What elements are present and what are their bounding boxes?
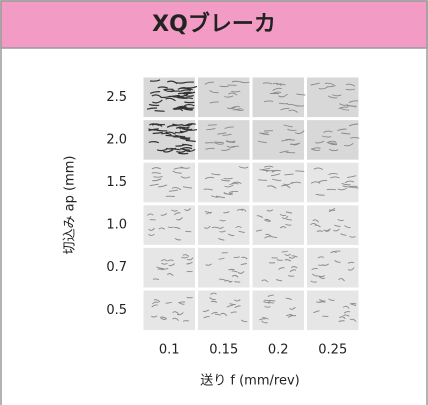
chip-shapes: [258, 165, 305, 189]
y-axis-title: 切込み ap (mm): [63, 156, 78, 255]
x-axis-title: 送り f (mm/rev): [200, 374, 299, 389]
chip-photo: [251, 204, 305, 246]
chip-shapes: [149, 166, 193, 197]
y-label: 0.5: [106, 303, 127, 318]
y-label: 2.5: [106, 90, 127, 105]
chip-shapes: [262, 82, 306, 113]
chip-photo: [197, 119, 251, 161]
chip-shapes: [202, 292, 248, 323]
chip-shapes: [310, 82, 358, 111]
chip-shapes: [205, 124, 240, 151]
chip-shapes: [204, 80, 250, 111]
chip-shapes: [313, 298, 357, 323]
chip-photo: [251, 119, 305, 161]
header-title: XQブレーカ: [152, 11, 276, 37]
chip-shapes: [203, 166, 249, 199]
chip-photo: [197, 76, 251, 119]
chip-shapes: [204, 208, 247, 241]
chip-photo: [306, 161, 360, 204]
x-label: 0.1: [159, 343, 180, 358]
chip-photo: [197, 246, 251, 289]
chip-shapes: [257, 124, 305, 154]
chip-photo: [142, 204, 196, 246]
chip-shapes: [147, 208, 192, 241]
y-label: 1.5: [106, 175, 127, 190]
chip-shapes: [261, 250, 298, 283]
chip-photo: [197, 161, 251, 204]
x-label: 0.15: [209, 343, 238, 358]
chip-photo: [306, 246, 360, 289]
y-label: 0.7: [106, 260, 127, 275]
chip-shapes: [148, 123, 198, 155]
y-label: 1.0: [106, 218, 127, 233]
chip-photo: [306, 204, 360, 246]
chip-shapes: [146, 79, 198, 112]
header-band: [0, 0, 428, 49]
chip-shapes: [150, 296, 193, 322]
chip-shapes: [310, 123, 360, 152]
chip-photo: [251, 289, 305, 332]
chip-shapes: [152, 254, 194, 281]
chip-photo: [251, 246, 305, 289]
chip-shapes: [310, 207, 356, 238]
x-label: 0.2: [268, 343, 289, 358]
chip-photo: [197, 204, 251, 246]
y-label: 2.0: [106, 132, 127, 147]
chip-photo: [142, 246, 196, 289]
chip-photo: [142, 289, 196, 332]
chip-photo: [197, 289, 251, 332]
chip-shapes: [255, 209, 293, 239]
chip-shapes: [205, 252, 248, 284]
chip-photo: [306, 119, 360, 161]
photo-grid: [142, 76, 360, 332]
chip-shapes: [259, 294, 297, 324]
chip-shapes: [310, 167, 359, 196]
chip-photo: [306, 289, 360, 332]
chip-shapes: [310, 250, 355, 283]
x-label: 0.25: [318, 343, 347, 358]
